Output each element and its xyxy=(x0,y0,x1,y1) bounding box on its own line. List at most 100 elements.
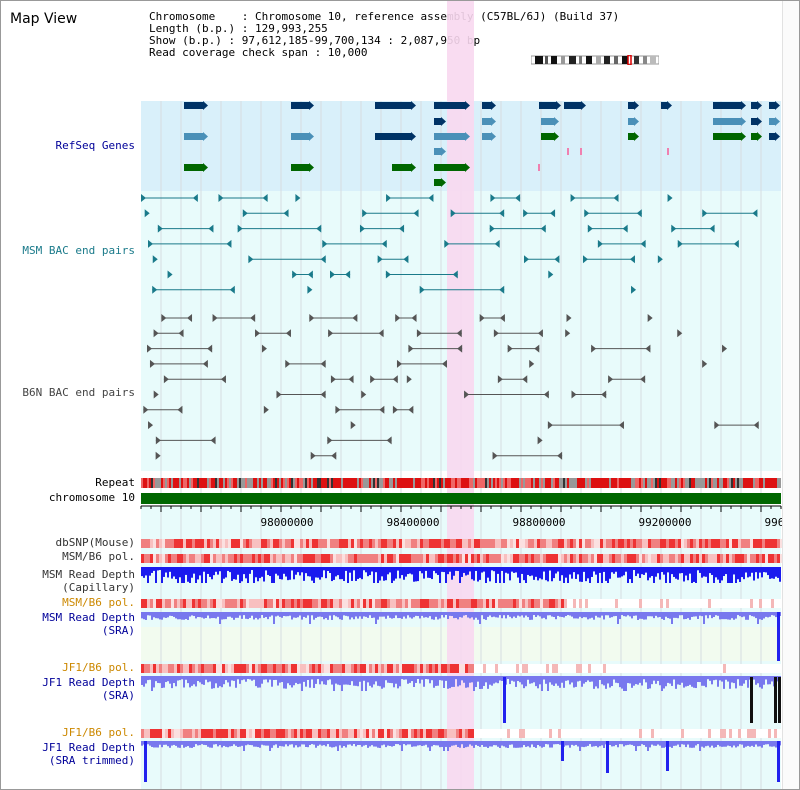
track-label-jf1-depth-sra[interactable]: JF1 Read Depth (SRA) xyxy=(42,676,135,702)
msm-sra-depth-bar xyxy=(377,612,379,620)
track-label-msm-b6-pol[interactable]: MSM/B6 pol. xyxy=(62,550,135,563)
jf1-sra-depth-bar xyxy=(597,676,599,689)
repeat-block xyxy=(619,478,621,488)
repeat-block xyxy=(219,478,221,488)
track-label-jf1-b6-pol[interactable]: JF1/B6 pol. xyxy=(62,661,135,674)
chromosome-ideogram[interactable] xyxy=(531,55,659,65)
msm-sra-depth-bar xyxy=(659,612,661,617)
msm-sra-depth-bar xyxy=(643,612,645,620)
b6n-bac-pair-end xyxy=(416,329,422,338)
msm-pol2-cell xyxy=(576,599,579,608)
msm-pol-cell xyxy=(240,554,243,563)
repeat-block xyxy=(235,478,237,488)
jf1-pol-cell xyxy=(405,664,408,673)
dbsnp-cell xyxy=(372,539,375,548)
jf1-pol2-cell xyxy=(354,729,357,738)
jf1-pol2-cell xyxy=(735,729,738,738)
msm-cap-depth-bar xyxy=(463,567,465,573)
jf1-sra-depth-bar xyxy=(253,676,255,680)
msm-pol-cell xyxy=(204,554,207,563)
msm-pol-cell xyxy=(621,554,624,563)
msm-bac-pair-end xyxy=(584,209,590,218)
track-label-repeat[interactable]: Repeat xyxy=(95,476,135,489)
jf1-trim-depth-bar xyxy=(387,741,389,746)
msm-bac-pair-end xyxy=(386,194,392,202)
track-label-refseq[interactable]: RefSeq Genes xyxy=(55,139,135,152)
msm-sra-depth-bar xyxy=(569,612,571,616)
jf1-pol2-cell xyxy=(597,729,600,738)
repeat-block xyxy=(743,478,745,488)
msm-cap-depth-bar xyxy=(155,567,157,583)
repeat-block xyxy=(601,478,603,488)
dbsnp-cell xyxy=(345,539,348,548)
track-label-msm-depth-capillary[interactable]: MSM Read Depth (Capillary) xyxy=(42,568,135,594)
track-label-chromosome[interactable]: chromosome 10 xyxy=(48,491,135,504)
msm-sra-depth-bar xyxy=(179,612,181,620)
jf1-sra-depth-bar xyxy=(441,676,443,681)
jf1-sra-depth-bar xyxy=(245,676,247,682)
refseq-gene xyxy=(713,102,741,109)
jf1-pol2-cell xyxy=(681,729,684,738)
track-label-jf1-depth-sra-trimmed[interactable]: JF1 Read Depth (SRA trimmed) xyxy=(42,741,135,767)
track-label-b6n-bac[interactable]: B6N BAC end pairs xyxy=(22,386,135,399)
track-label-jf1-b6-pol-2[interactable]: JF1/B6 pol. xyxy=(62,726,135,739)
depth-spike xyxy=(503,677,506,723)
jf1-trim-depth-bar xyxy=(351,741,353,746)
track-label-msm-depth-sra[interactable]: MSM Read Depth (SRA) xyxy=(42,611,135,637)
jf1-trim-depth-bar xyxy=(277,741,279,748)
jf1-trim-depth-bar xyxy=(577,741,579,747)
jf1-sra-depth-bar xyxy=(449,676,451,689)
msm-cap-depth-bar xyxy=(417,567,419,582)
msm-pol-cell xyxy=(651,554,654,563)
jf1-pol-cell xyxy=(339,664,342,673)
dbsnp-cell xyxy=(387,539,390,548)
gene-arrow xyxy=(491,101,496,110)
jf1-sra-depth-bar xyxy=(265,676,267,680)
repeat-block xyxy=(259,478,261,488)
msm-cap-depth-bar xyxy=(457,567,459,572)
msm-cap-depth-bar xyxy=(193,567,195,574)
track-label-msm-bac[interactable]: MSM BAC end pairs xyxy=(22,244,135,257)
msm-pol2-cell xyxy=(237,599,240,608)
msm-sra-depth-bar xyxy=(751,612,753,617)
msm-bac-pair-end xyxy=(237,224,243,233)
msm-cap-depth-bar xyxy=(639,567,641,578)
msm-pol2-cell xyxy=(375,599,378,608)
track-label-msm-b6-pol-2[interactable]: MSM/B6 pol. xyxy=(62,596,135,609)
dbsnp-cell xyxy=(726,539,729,548)
jf1-pol-cell xyxy=(618,664,621,673)
repeat-block xyxy=(365,478,367,488)
jf1-sra-depth-bar xyxy=(543,676,545,680)
msm-cap-depth-bar xyxy=(283,567,285,574)
msm-pol2-cell xyxy=(396,599,399,608)
jf1-trim-depth-bar xyxy=(749,741,751,747)
dbsnp-cell xyxy=(537,539,540,548)
msm-cap-depth-bar xyxy=(163,567,165,577)
repeat-block xyxy=(589,478,591,488)
b6n-bac-pair-end xyxy=(571,390,577,399)
repeat-block xyxy=(295,478,297,488)
msm-pol-cell xyxy=(627,554,630,563)
msm-pol2-cell xyxy=(219,599,222,608)
msm-cap-depth-bar xyxy=(233,567,235,580)
track-label-dbsnp[interactable]: dbSNP(Mouse) xyxy=(55,536,135,549)
msm-bac-pair-end xyxy=(515,194,521,202)
msm-cap-depth-bar xyxy=(293,567,295,580)
jf1-sra-depth-bar xyxy=(315,676,317,684)
msm-cap-depth-bar xyxy=(619,567,621,578)
gene-arrow xyxy=(581,101,586,110)
vertical-scrollbar[interactable] xyxy=(782,1,799,789)
dbsnp-cell xyxy=(411,539,414,548)
dbsnp-cell xyxy=(366,539,369,548)
repeat-block xyxy=(485,478,487,488)
b6n-bac-pair-end xyxy=(645,344,651,353)
jf1-trim-depth-bar xyxy=(461,741,463,745)
msm-pol2-cell xyxy=(351,599,354,608)
msm-pol-cell xyxy=(447,554,450,563)
repeat-block xyxy=(253,478,255,488)
msm-pol-cell xyxy=(579,554,582,563)
msm-pol2-cell xyxy=(186,599,189,608)
msm-pol-cell xyxy=(330,554,333,563)
msm-pol2-cell xyxy=(708,599,711,608)
